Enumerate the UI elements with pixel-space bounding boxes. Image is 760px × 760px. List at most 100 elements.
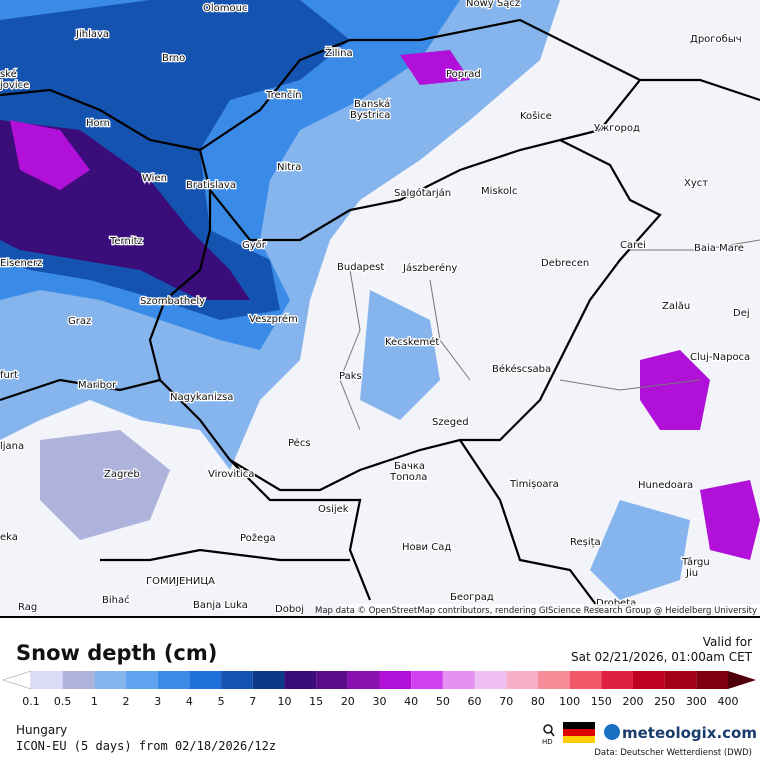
border (0, 378, 161, 402)
border (199, 18, 641, 151)
place-label: Salgótarján (394, 187, 451, 199)
place-label: Paks (339, 371, 362, 382)
colorbar-box (537, 671, 570, 689)
colorbar-label: 4 (186, 695, 193, 708)
place-label: jovice (0, 80, 29, 91)
hd-label: HD (542, 738, 553, 746)
model-run: ICON-EU (5 days) from 02/18/2026/12z (16, 739, 276, 753)
colorbar-label: 150 (591, 695, 612, 708)
colorbar-label: 250 (654, 695, 675, 708)
place-label: Virovitica (208, 469, 254, 480)
colorbar-label: 70 (499, 695, 513, 708)
attribution-bg (338, 604, 760, 616)
flag-de (563, 729, 595, 736)
colorbar-box (284, 671, 317, 689)
place-label: Хуст (684, 178, 708, 189)
border (459, 439, 601, 611)
colorbar-box (664, 671, 697, 689)
colorbar-label: 300 (686, 695, 707, 708)
colorbar-label: 1 (91, 695, 98, 708)
colorbar-box (632, 671, 665, 689)
place-label: Szombathely (140, 296, 205, 307)
place-label: Maribor (78, 380, 117, 391)
colorbar-label: 0.5 (54, 695, 72, 708)
place-label: Nitra (277, 162, 301, 173)
map: Olomouc Nowy Sącz Дрогобыч Jihlava Brno … (0, 0, 760, 616)
colorbar-label: 400 (718, 695, 739, 708)
snow-area (700, 480, 760, 560)
valid-label: Valid for (703, 635, 752, 649)
snow-area (590, 500, 690, 600)
colorbar-box (442, 671, 475, 689)
admin-border (630, 239, 760, 251)
place-label: Дрогобыч (690, 34, 742, 45)
zoom-icon (543, 724, 553, 734)
colorbar-box (157, 671, 190, 689)
colorbar-high (728, 671, 756, 689)
place-label: Brno (162, 53, 185, 64)
region: Hungary (16, 723, 67, 737)
colorbar-label: 50 (436, 695, 450, 708)
colorbar-label: 20 (341, 695, 355, 708)
colorbar-box (221, 671, 253, 689)
place-label: ГОМИЈЕНИЦА (146, 576, 215, 587)
place-label: Nagykanizsa (170, 392, 233, 403)
place-labels: Olomouc Nowy Sącz Дрогобыч Jihlava Brno … (0, 0, 751, 616)
place-label: Doboj (275, 604, 304, 615)
place-label: Београд (450, 592, 494, 603)
border-hungary (148, 138, 662, 492)
place-label: Reșița (570, 537, 601, 548)
colorbar-box (347, 671, 380, 689)
place-label: Olomouc (203, 3, 247, 14)
colorbar-box (474, 671, 507, 689)
place-label: Trenčín (265, 89, 302, 101)
colorbar-label: 80 (531, 695, 545, 708)
colorbar-label: 15 (309, 695, 323, 708)
place-label: Бачка (394, 461, 425, 472)
place-label: Poprad (446, 69, 481, 80)
colorbar-box (189, 671, 222, 689)
place-label: Jiu (685, 568, 698, 579)
place-label: Ужгород (594, 123, 640, 134)
admin-border (339, 269, 361, 431)
place-label: Požega (240, 532, 276, 544)
colorbar-box (94, 671, 127, 689)
colorbar: 0.1 0.5 1 2 3 4 5 7 10 15 20 30 40 50 60 70 80 100 150 200 2… (2, 670, 756, 708)
place-label: Cluj-Napoca (690, 352, 750, 363)
place-label: Horn (86, 118, 110, 129)
border (0, 88, 212, 191)
colorbar-box (601, 671, 633, 689)
place-label: Miskolc (481, 186, 517, 197)
place-label: Bihać (102, 594, 130, 606)
place-label: Bystrica (350, 110, 390, 121)
place-label: Dej (733, 308, 750, 319)
border (100, 548, 350, 562)
place-label: Győr (242, 239, 267, 251)
place-label: Jászberény (402, 262, 457, 274)
place-label: Banja Luka (193, 600, 248, 611)
colorbar-label: 3 (154, 695, 161, 708)
snow-area (10, 120, 90, 190)
place-label: ljana (0, 441, 24, 452)
place-label: Ternitz (109, 236, 143, 247)
place-label: ské (0, 68, 17, 80)
colorbar-box (379, 671, 412, 689)
admin-border (559, 379, 701, 391)
snow-area (640, 350, 710, 430)
place-label: Zalău (662, 301, 690, 312)
colorbar-label: 60 (468, 695, 482, 708)
colorbar-box (31, 671, 63, 689)
place-label: Kecskemét (385, 336, 439, 348)
place-label: Carei (620, 240, 646, 251)
snow-area (40, 430, 170, 540)
place-label: Banská (354, 98, 390, 110)
colorbar-label: 100 (559, 695, 580, 708)
colorbar-label: 200 (622, 695, 643, 708)
colorbar-label: 10 (277, 695, 291, 708)
snow-area (360, 290, 440, 420)
place-label: Košice (520, 110, 552, 122)
place-label: Wien (142, 173, 167, 184)
colorbar-box (316, 671, 348, 689)
place-label: Baia Mare (694, 243, 744, 254)
place-label: Békéscsaba (492, 363, 551, 375)
